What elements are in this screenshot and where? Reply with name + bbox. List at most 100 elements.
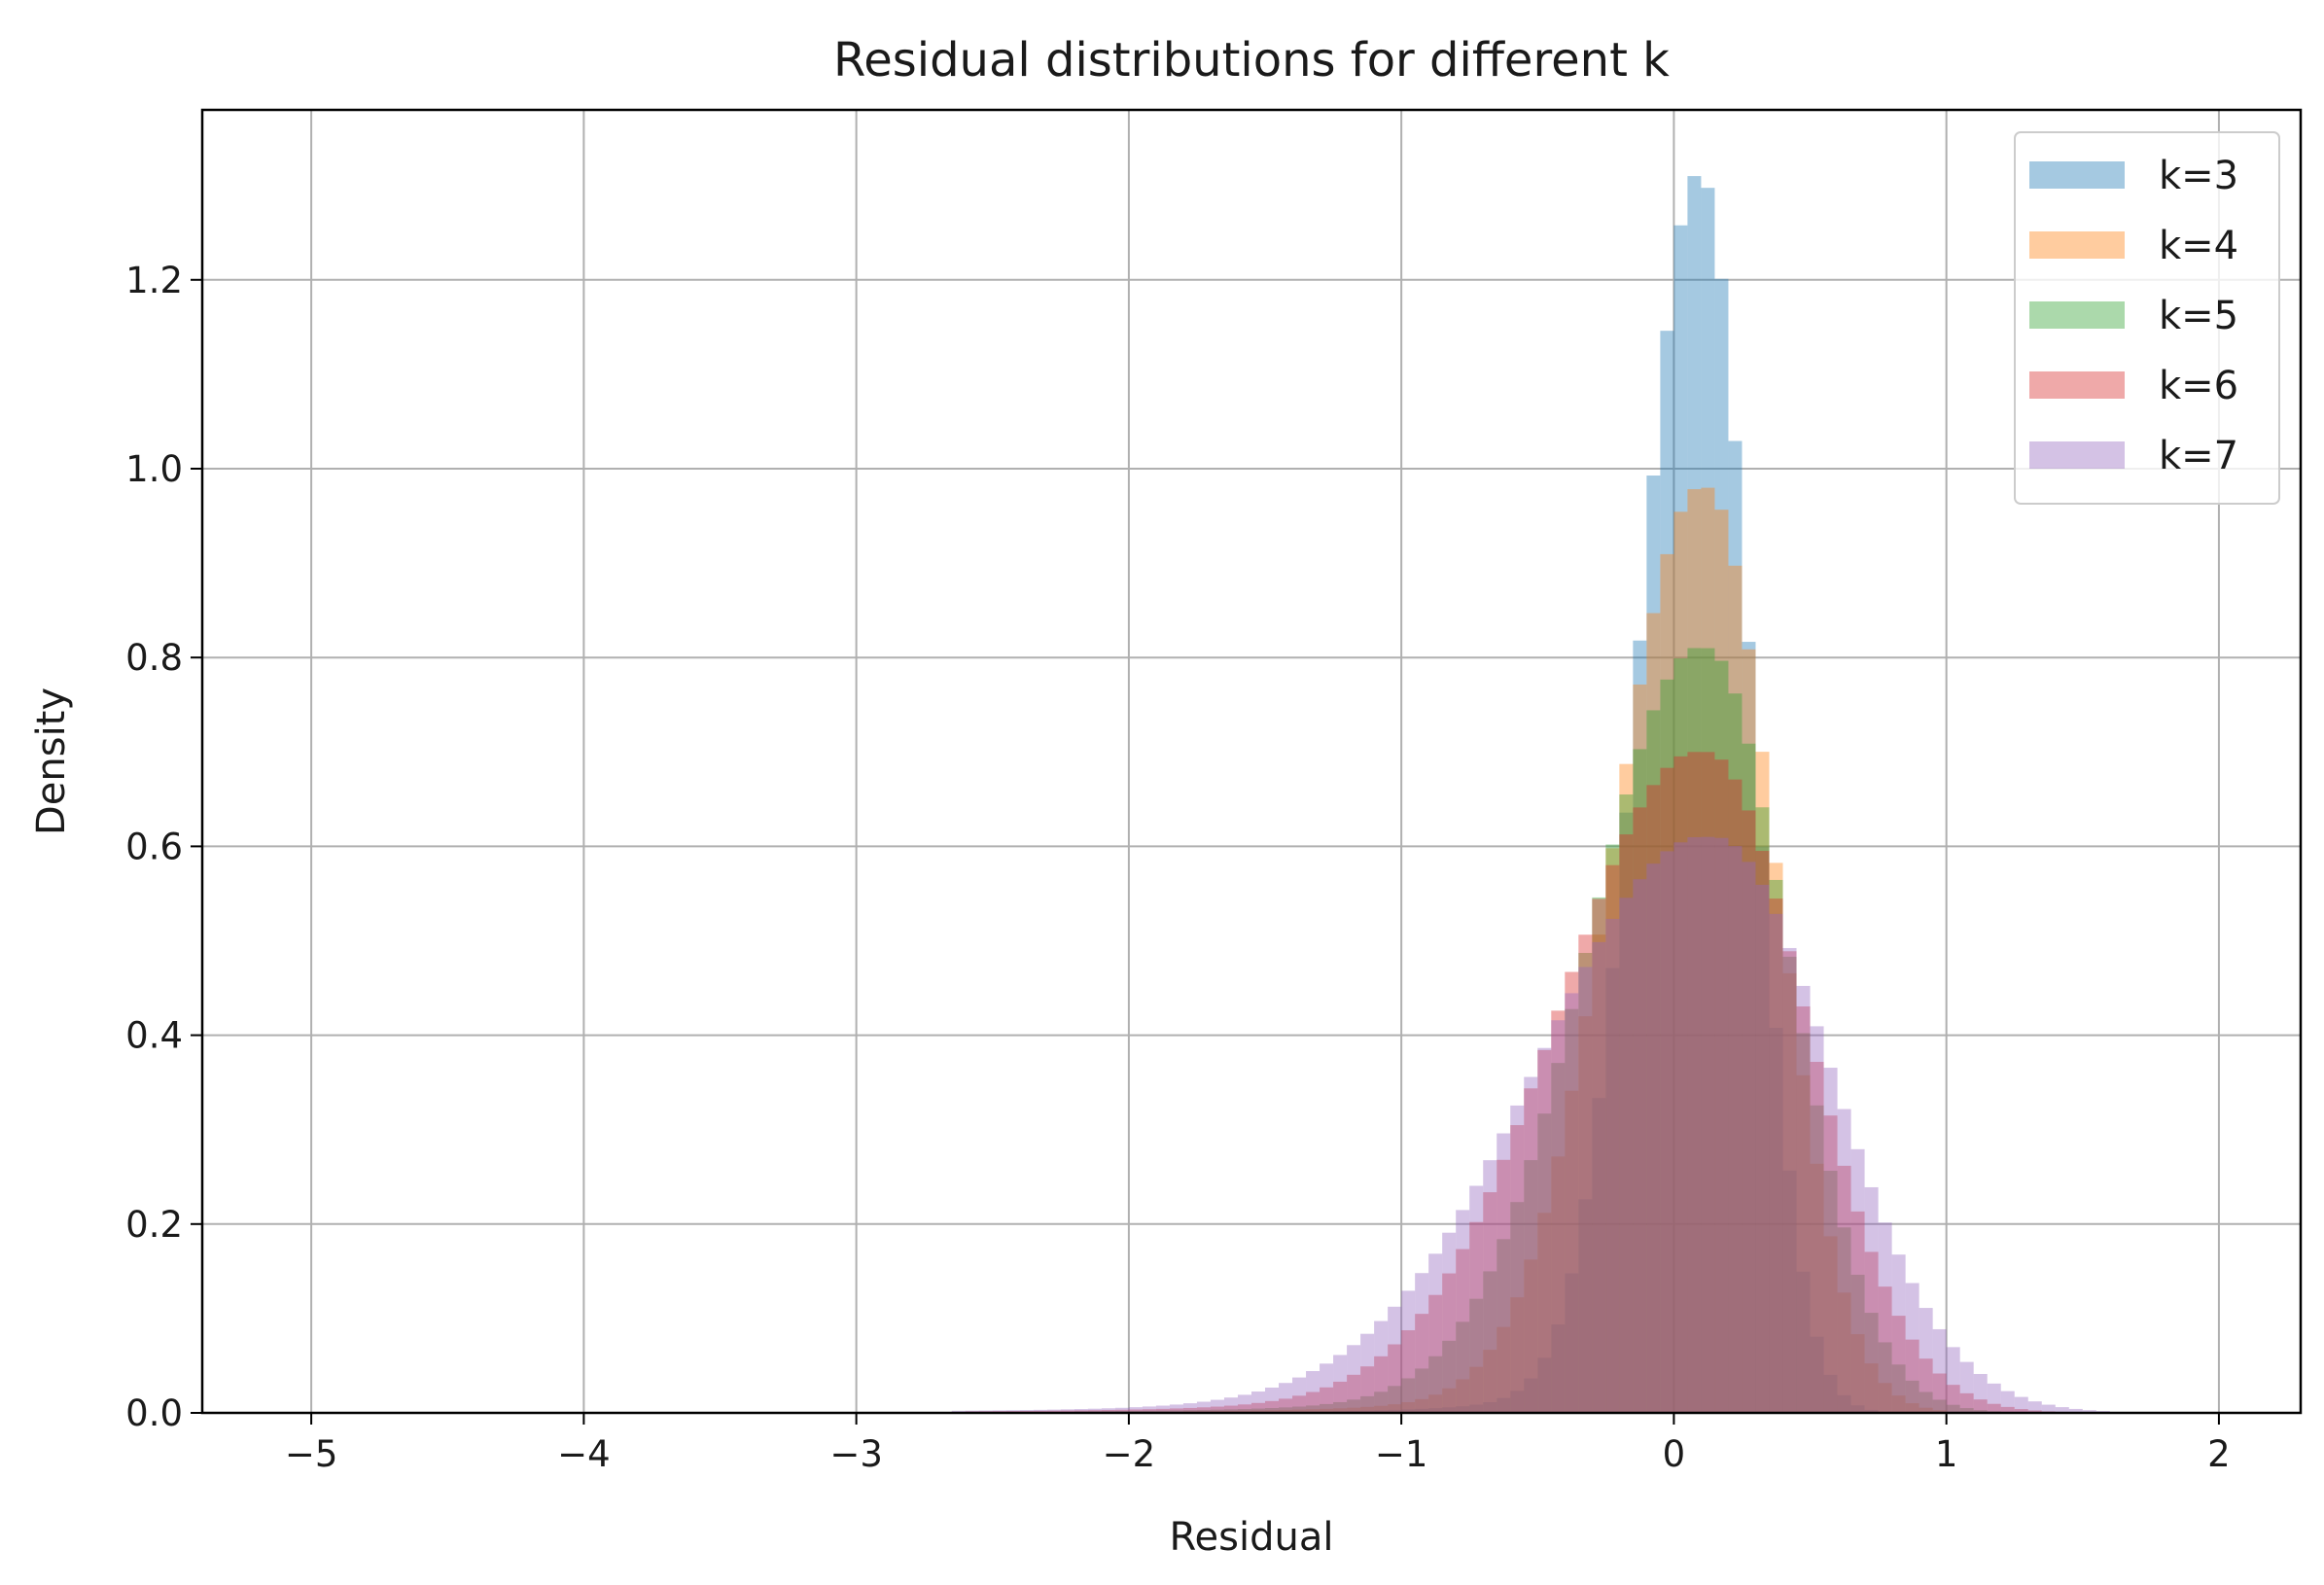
legend-swatch [2029, 371, 2125, 399]
histogram-bar [1660, 851, 1674, 1413]
legend-swatch [2029, 441, 2125, 469]
x-tick-label: 2 [2207, 1433, 2231, 1475]
histogram-bar [1497, 1239, 1511, 1413]
histogram-bar [1551, 1020, 1566, 1413]
histogram-bar [1905, 1380, 1919, 1413]
histogram-bar [1987, 1403, 2001, 1413]
histogram-bar [1551, 1063, 1566, 1413]
histogram-bar [1210, 1399, 1224, 1413]
histogram-bar [1251, 1391, 1266, 1413]
histogram-bar [1769, 1028, 1783, 1413]
histogram-bar [1837, 1109, 1851, 1413]
histogram-bar [1087, 1408, 1102, 1413]
histogram-bar [1169, 1404, 1183, 1413]
histogram-bar [1565, 1008, 1579, 1413]
histogram-bar [1878, 1383, 1892, 1413]
histogram-bar [1087, 1410, 1102, 1413]
histogram-bar [1646, 613, 1661, 1413]
histogram-bar [1497, 1397, 1511, 1413]
histogram-bar [1592, 941, 1606, 1413]
histogram-bar [1687, 837, 1702, 1413]
series-k=4 [1182, 487, 1947, 1414]
histogram-bar [1524, 1378, 1538, 1413]
histogram-bar [1333, 1355, 1348, 1413]
histogram-bar [1837, 1394, 1851, 1413]
histogram-bar [1687, 489, 1702, 1413]
histogram-bar [1537, 1113, 1552, 1413]
histogram-bar [1196, 1409, 1211, 1413]
histogram-bar [1497, 1326, 1511, 1413]
histogram-bar [1292, 1377, 1307, 1413]
histogram-bar [1742, 862, 1756, 1413]
legend: k=3 k=4 k=5 k=6 k=7 [2014, 131, 2280, 505]
histogram-bar [1673, 511, 1688, 1413]
histogram-bar [1142, 1409, 1156, 1413]
histogram-bar [1374, 1356, 1389, 1413]
histogram-bar [1946, 1347, 1960, 1413]
histogram-bar [1360, 1366, 1375, 1413]
legend-label: k=6 [2159, 364, 2238, 408]
histogram-bar [1755, 807, 1770, 1413]
histogram-bar [2014, 1409, 2028, 1413]
histogram-bar [1210, 1409, 1224, 1413]
legend-swatch [2029, 301, 2125, 329]
histogram-bar [1987, 1383, 2001, 1413]
histogram-bar [1687, 752, 1702, 1413]
histogram-bar [1660, 767, 1674, 1413]
x-tick-label: −1 [1375, 1433, 1428, 1475]
histogram-bar [1755, 851, 1770, 1413]
x-axis-ticks: −5 −4 −3 −2 −1 0 1 2 [285, 1413, 2231, 1475]
histogram-bar [1428, 1356, 1443, 1413]
histogram-bar [1810, 1163, 1824, 1413]
histogram-bar [1306, 1405, 1320, 1413]
histogram-bar [1769, 898, 1783, 1413]
histogram-bar [1891, 1254, 1906, 1413]
histogram-bar [1714, 759, 1729, 1413]
histogram-bar [1592, 934, 1606, 1413]
histogram-bar [1428, 1408, 1443, 1413]
histogram-bar [1959, 1408, 1974, 1413]
histogram-bar [1320, 1387, 1334, 1413]
histogram-bar [1565, 971, 1579, 1413]
histogram-bar [1279, 1383, 1293, 1413]
x-tick-label: 0 [1663, 1433, 1686, 1475]
histogram-bar [1497, 1133, 1511, 1413]
histogram-bar [1237, 1408, 1251, 1413]
series-k=6 [965, 752, 2056, 1413]
histogram-bar [1374, 1410, 1389, 1413]
histogram-bar [1905, 1283, 1919, 1413]
histogram-bar [1292, 1395, 1307, 1413]
histogram-bar [2014, 1396, 2028, 1413]
histogram-bar [1401, 1409, 1416, 1413]
histogram-bar [1714, 510, 1729, 1413]
histogram-bar [1483, 1401, 1497, 1413]
histogram-bar [1850, 1148, 1865, 1413]
histogram-bar [1524, 1259, 1538, 1413]
histogram-bar [2068, 1408, 2083, 1413]
histogram-bar [1864, 1186, 1879, 1413]
histogram-bar [1633, 640, 1647, 1413]
histogram-bar [1388, 1409, 1402, 1413]
histogram-bar [992, 1410, 1006, 1413]
histogram-bar [1155, 1405, 1170, 1413]
histogram-bar [1442, 1388, 1457, 1413]
histogram-bar [1605, 864, 1620, 1413]
histogram-bar [1673, 658, 1688, 1413]
histogram-bar [1619, 812, 1634, 1413]
histogram-bar [1701, 752, 1715, 1413]
histogram-bar [1182, 1403, 1197, 1413]
series-k=5 [1074, 648, 2001, 1413]
x-tick-label: 1 [1935, 1433, 1958, 1475]
histogram-bar [1919, 1391, 1933, 1413]
histogram-bar [1428, 1394, 1443, 1413]
histogram-bar [1932, 1328, 1947, 1413]
histogram-bar [1142, 1406, 1156, 1413]
histogram-bar [1537, 1357, 1552, 1413]
histogram-bar [1292, 1406, 1307, 1413]
histogram-bar [1074, 1409, 1088, 1413]
series-k=7 [951, 836, 2110, 1413]
histogram-bar [1483, 1192, 1497, 1413]
histogram-bar [1891, 1395, 1906, 1413]
plot-frame [200, 108, 2303, 1415]
histogram-bar [1537, 1049, 1552, 1413]
